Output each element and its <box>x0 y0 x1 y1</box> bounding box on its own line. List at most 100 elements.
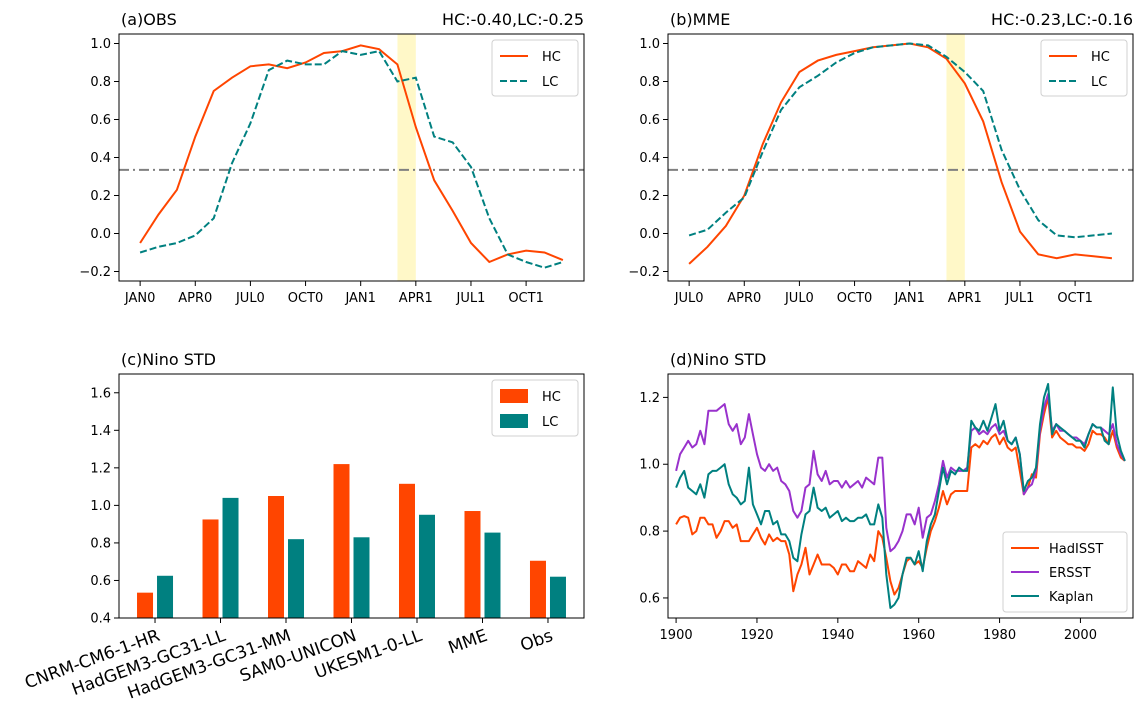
x-tick-label: OCT1 <box>508 291 544 306</box>
hc-bar <box>333 464 350 618</box>
lc-line <box>688 42 1113 239</box>
panel-b: −0.2 0.0 0.2 0.4 0.6 0.8 1.0 JUL0 APR0 JUL0 OCT0 JA… <box>628 10 1134 306</box>
legend-box <box>1040 39 1128 97</box>
x-tick-label: JUL1 <box>1005 291 1035 306</box>
y-tick-label: 1.6 <box>90 386 111 401</box>
y-tick-label: 0.4 <box>90 612 111 627</box>
legend-label: HC <box>542 390 561 405</box>
lc-bar <box>484 532 501 618</box>
y-tick-label: −0.2 <box>628 265 660 280</box>
axes-frame <box>118 373 585 619</box>
lc-bar <box>288 539 305 618</box>
x-tick-label: JUL0 <box>784 291 814 306</box>
legend-label: LC <box>542 75 558 90</box>
legend-box <box>1002 531 1128 613</box>
x-tick-label: MME <box>446 626 491 659</box>
hc-bar <box>268 496 285 618</box>
x-tick-label: 1920 <box>740 628 773 643</box>
x-tick-label: Obs <box>518 626 556 656</box>
panel-title: (d)Nino STD <box>670 350 766 369</box>
correlation-label: HC:-0.40,LC:-0.25 <box>442 10 584 29</box>
x-tick-label: 1900 <box>660 628 693 643</box>
y-tick-label: 0.8 <box>639 75 660 90</box>
kaplan-line <box>675 383 1126 609</box>
y-tick-label: 0.0 <box>90 227 111 242</box>
panel-d: 0.6 0.8 1.0 1.2 1900 1920 1940 1960 1980 2000 (d)N… <box>639 350 1134 643</box>
x-tick-label: 1960 <box>902 628 935 643</box>
ersst-line <box>675 393 1126 553</box>
y-tick-label: −0.2 <box>79 265 111 280</box>
y-tick-label: 0.6 <box>90 113 111 128</box>
y-tick-label: 0.6 <box>90 574 111 589</box>
y-tick-label: 0.8 <box>90 75 111 90</box>
y-tick-label: 0.2 <box>90 189 111 204</box>
legend-label: ERSST <box>1049 566 1091 581</box>
y-tick-label: 1.0 <box>90 37 111 52</box>
y-tick-label: 0.4 <box>639 151 660 166</box>
panel-c: CNRM-CM6-1-HRHadGEM3-GC31-LLHadGEM3-GC31… <box>22 350 585 704</box>
x-tick-label: APR1 <box>948 291 982 306</box>
y-tick-label: 0.8 <box>90 536 111 551</box>
legend-label: LC <box>542 415 558 430</box>
y-tick-label: 1.0 <box>639 458 660 473</box>
x-tick-label: APR1 <box>399 291 433 306</box>
legend-label: Kaplan <box>1049 590 1093 605</box>
x-tick-label: OCT1 <box>1057 291 1093 306</box>
hc-bar <box>202 519 219 618</box>
y-tick-label: 1.0 <box>639 37 660 52</box>
x-tick-label: JUL0 <box>235 291 265 306</box>
y-tick-label: 0.0 <box>639 227 660 242</box>
axes-frame <box>667 373 1134 619</box>
x-tick-label: 2000 <box>1064 628 1097 643</box>
legend: HadISST ERSST Kaplan <box>1002 531 1128 613</box>
legend-swatch-lc <box>500 414 528 428</box>
y-tick-label: 0.2 <box>639 189 660 204</box>
legend: HC LC <box>491 39 579 97</box>
x-tick-label: OCT0 <box>288 291 324 306</box>
y-tick-label: 0.4 <box>90 151 111 166</box>
legend-label: LC <box>1091 75 1107 90</box>
x-tick-label: JUL0 <box>674 291 704 306</box>
highlight-band <box>397 34 416 281</box>
x-tick-label: JAN0 <box>124 291 156 306</box>
legend-label: HC <box>542 50 561 65</box>
hc-bar <box>398 483 415 618</box>
legend: HC LC <box>1040 39 1128 97</box>
lc-bar <box>353 537 370 618</box>
correlation-label: HC:-0.23,LC:-0.16 <box>991 10 1133 29</box>
y-tick-label: 1.2 <box>639 391 660 406</box>
hc-bar <box>464 511 481 618</box>
x-tick-label: APR0 <box>727 291 761 306</box>
lc-bar <box>222 497 239 618</box>
legend-label: HC <box>1091 50 1110 65</box>
y-tick-label: 0.8 <box>639 525 660 540</box>
hc-bar <box>529 560 546 618</box>
y-tick-label: 1.0 <box>90 499 111 514</box>
panel-title: (a)OBS <box>121 10 177 29</box>
x-tick-label: JAN1 <box>344 291 376 306</box>
panel-title: (c)Nino STD <box>121 350 216 369</box>
y-tick-label: 1.2 <box>90 461 111 476</box>
x-tick-label: JUL1 <box>456 291 486 306</box>
highlight-band <box>946 34 965 281</box>
x-tick-label: 1980 <box>983 628 1016 643</box>
legend-box <box>491 39 579 97</box>
lc-bar <box>549 576 566 618</box>
y-tick-label: 0.6 <box>639 591 660 606</box>
lc-bar <box>157 575 174 618</box>
x-tick-label: APR0 <box>178 291 212 306</box>
legend-swatch-hc <box>500 389 528 403</box>
panel-a: −0.2 0.0 0.2 0.4 0.6 0.8 1.0 JAN0 APR0 JUL0 OCT0 JA… <box>79 10 585 306</box>
hc-line <box>139 44 564 264</box>
x-tick-label: 1940 <box>821 628 854 643</box>
lc-line <box>139 49 564 269</box>
lc-bar <box>418 514 435 618</box>
hc-bar <box>137 592 154 618</box>
y-tick-label: 1.4 <box>90 424 111 439</box>
panel-title: (b)MME <box>670 10 730 29</box>
legend-label: HadISST <box>1049 542 1103 557</box>
x-tick-label: JAN1 <box>893 291 925 306</box>
x-tick-label: OCT0 <box>837 291 873 306</box>
y-tick-label: 0.6 <box>639 113 660 128</box>
